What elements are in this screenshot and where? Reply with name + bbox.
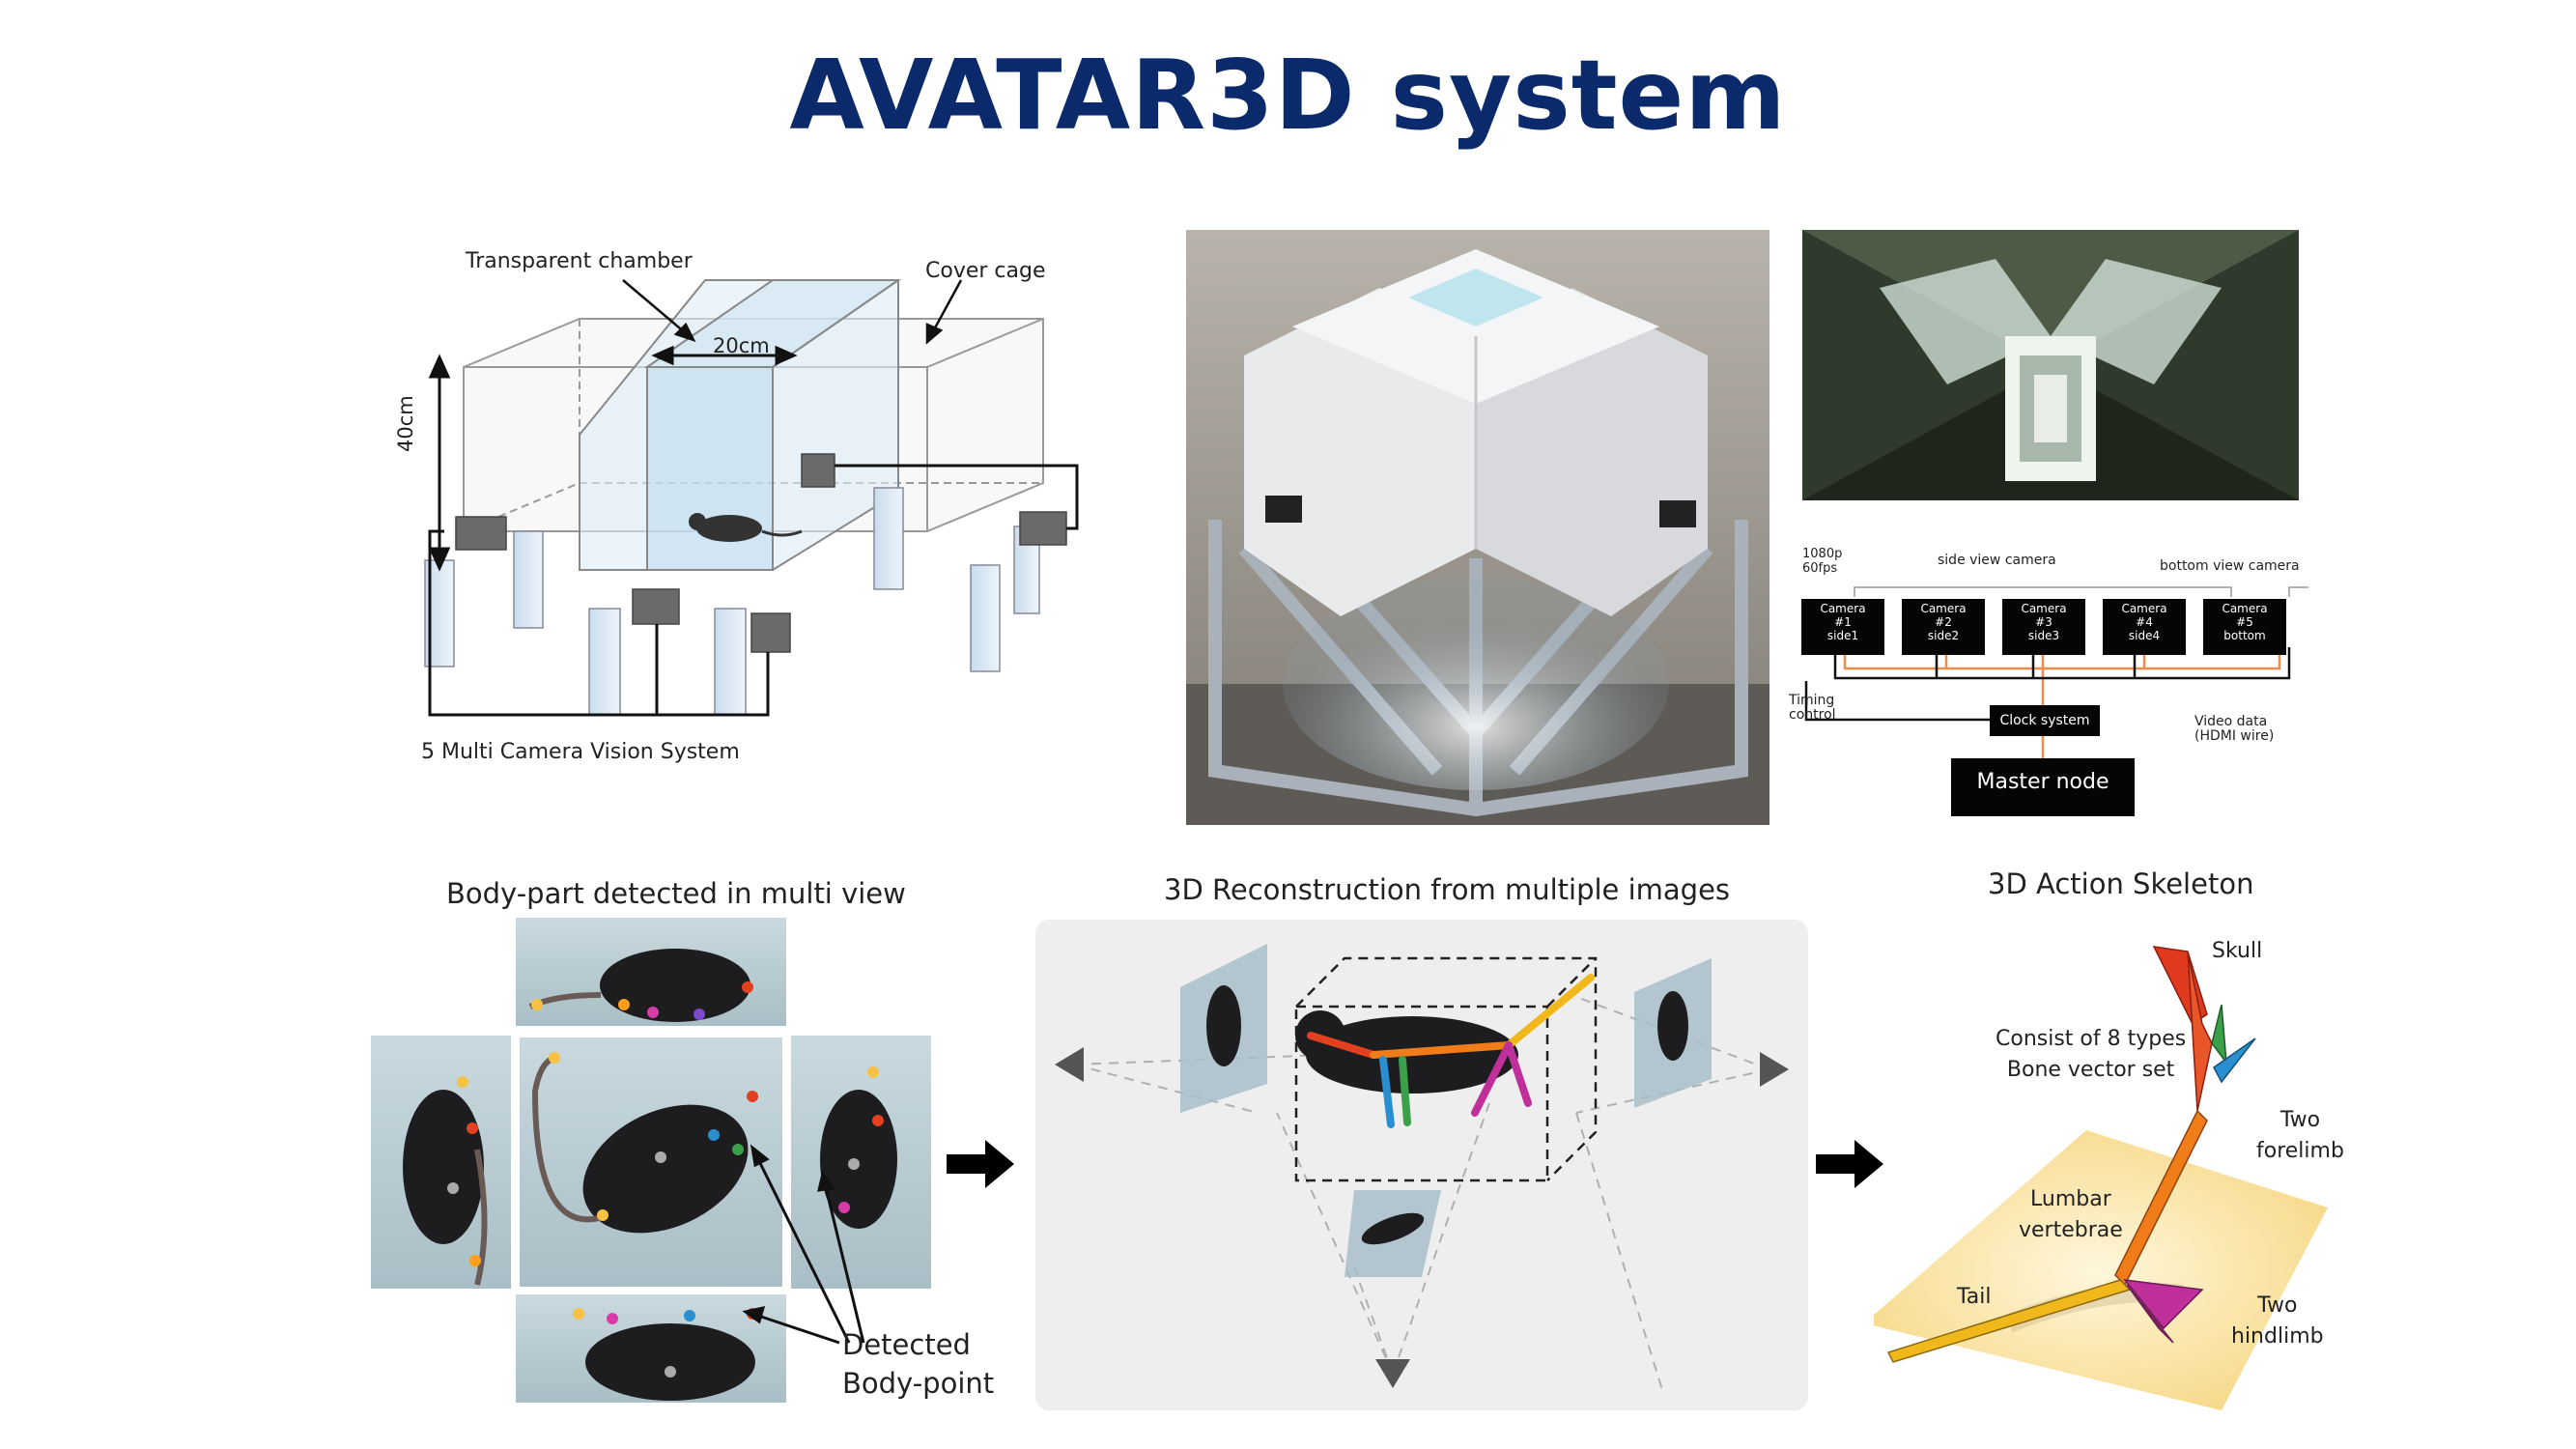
lumbar-label: Lumbar vertebrae xyxy=(2019,1187,2123,1242)
flow-arrow-1 xyxy=(947,1140,1014,1188)
flow-arrow-2 xyxy=(1816,1140,1883,1188)
camera-wiring-diagram xyxy=(1801,586,2308,816)
camera-spec-label: 1080p 60fps xyxy=(1802,547,1843,576)
camera-label-4: Camera #4 side4 xyxy=(2121,602,2167,642)
camera-label-5: Camera #5 bottom xyxy=(2222,602,2268,642)
master-node-box xyxy=(1951,758,2135,816)
multi-view-title: Body-part detected in multi view xyxy=(446,877,906,910)
camera-box-3 xyxy=(2002,599,2085,655)
skeleton-title: 3D Action Skeleton xyxy=(1988,867,2254,900)
camera-box-2 xyxy=(1902,599,1985,655)
transparent-chamber-label: Transparent chamber xyxy=(466,249,693,273)
cover-cage-label: Cover cage xyxy=(925,259,1046,283)
reconstruction-panel xyxy=(1035,920,1808,1410)
height-dimension-label: 40cm xyxy=(394,395,417,452)
bone-set-label: Consist of 8 types Bone vector set xyxy=(1996,1027,2187,1082)
hindlimb-label: Two hindlimb xyxy=(2231,1293,2324,1349)
master-node-label: Master node xyxy=(1976,770,2109,794)
multi-view-panel xyxy=(371,918,931,1403)
camera-label-1: Camera #1 side1 xyxy=(1820,602,1866,642)
clock-system-label: Clock system xyxy=(1999,713,2090,728)
chamber-schematic xyxy=(424,279,1079,717)
clock-system-box xyxy=(1990,705,2100,736)
reconstruction-title: 3D Reconstruction from multiple images xyxy=(1164,873,1731,906)
skull-label: Skull xyxy=(2212,939,2263,963)
page-title: AVATAR3D system xyxy=(789,39,1787,152)
detected-body-point-label: Detected Body-point xyxy=(842,1328,995,1400)
camera-system-label: 5 Multi Camera Vision System xyxy=(421,740,740,764)
camera-box-1 xyxy=(1801,599,1884,655)
tail-label: Tail xyxy=(1957,1285,1992,1309)
skeleton-panel xyxy=(1874,946,2328,1410)
inside-view-photo xyxy=(1802,230,2299,500)
side-view-camera-label: side view camera xyxy=(1938,553,2056,568)
camera-label-3: Camera #3 side3 xyxy=(2021,602,2067,642)
rig-photo xyxy=(1186,230,1769,825)
camera-box-5 xyxy=(2203,599,2286,655)
camera-box-4 xyxy=(2103,599,2186,655)
width-dimension-label: 20cm xyxy=(713,334,770,357)
timing-control-label: Timing control xyxy=(1789,693,1836,723)
camera-label-2: Camera #2 side2 xyxy=(1920,602,1967,642)
forelimb-label: Two forelimb xyxy=(2256,1108,2344,1163)
bottom-view-camera-label: bottom view camera xyxy=(2160,558,2300,574)
video-data-label: Video data (HDMI wire) xyxy=(2194,714,2275,744)
